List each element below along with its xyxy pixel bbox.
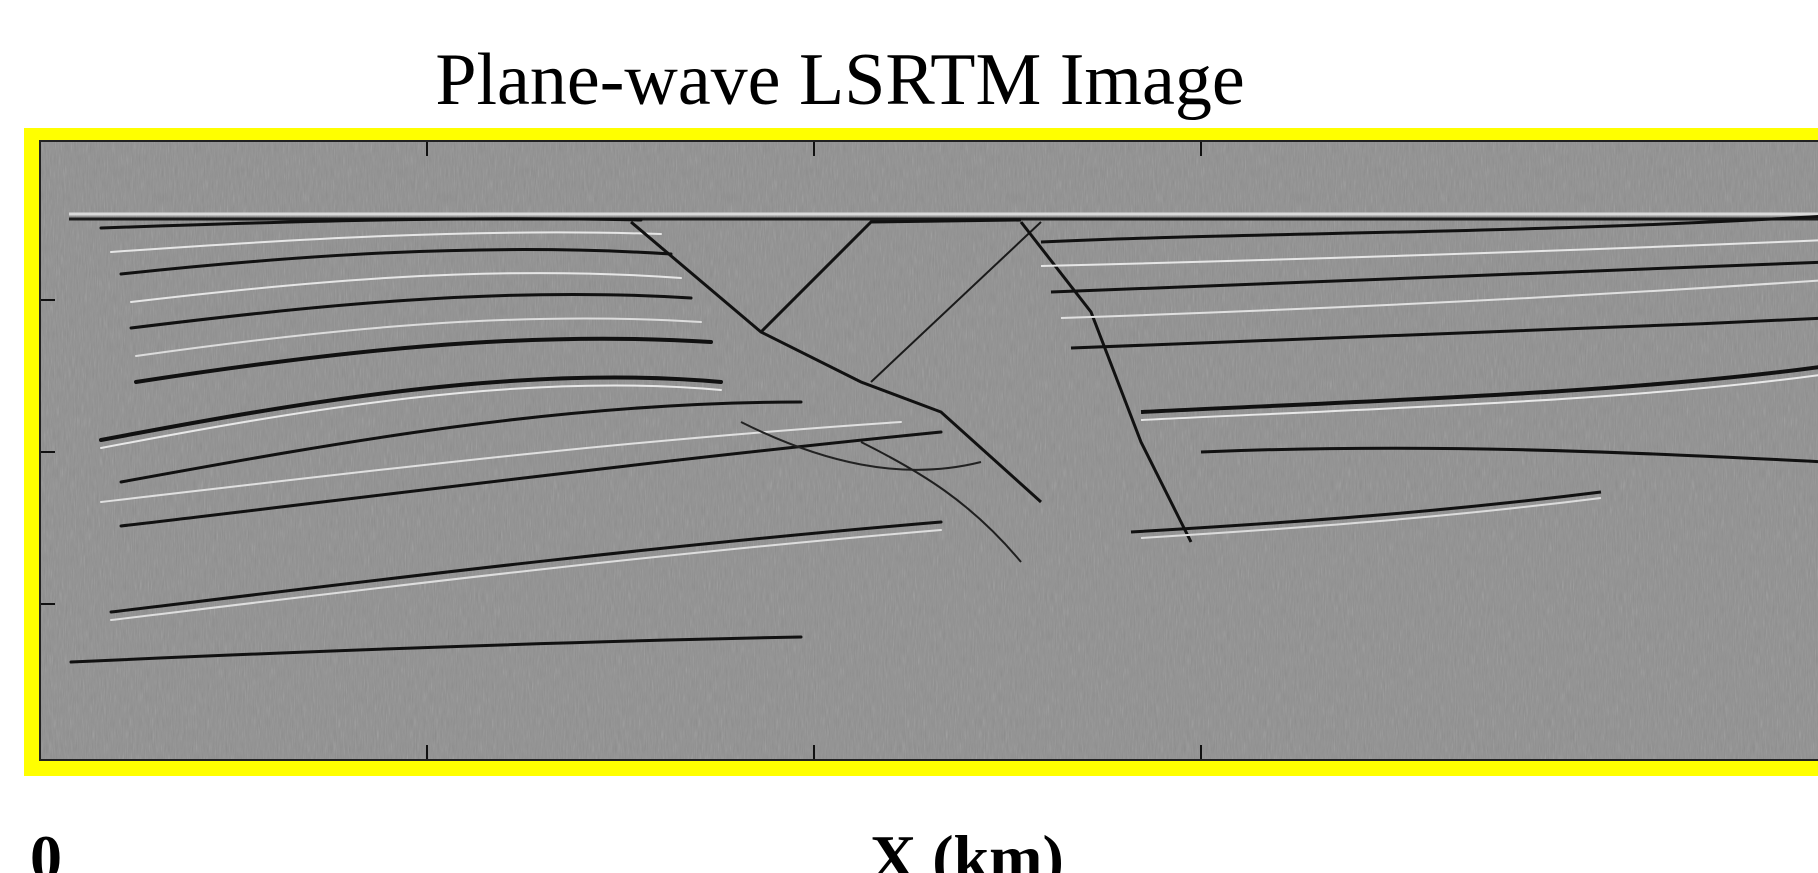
figure-title: Plane-wave LSRTM Image: [435, 39, 1245, 121]
seismic-image: [41, 142, 1818, 759]
axis-ticks: [41, 142, 1202, 759]
right-reflector-package: [1040, 215, 1818, 539]
left-reflector-package: [69, 217, 943, 664]
x-axis-tick-label-0: 0: [30, 822, 62, 873]
central-fault-events: [630, 218, 1193, 563]
seismic-image-panel: [39, 140, 1818, 761]
x-axis-label: X (km): [870, 822, 1064, 873]
